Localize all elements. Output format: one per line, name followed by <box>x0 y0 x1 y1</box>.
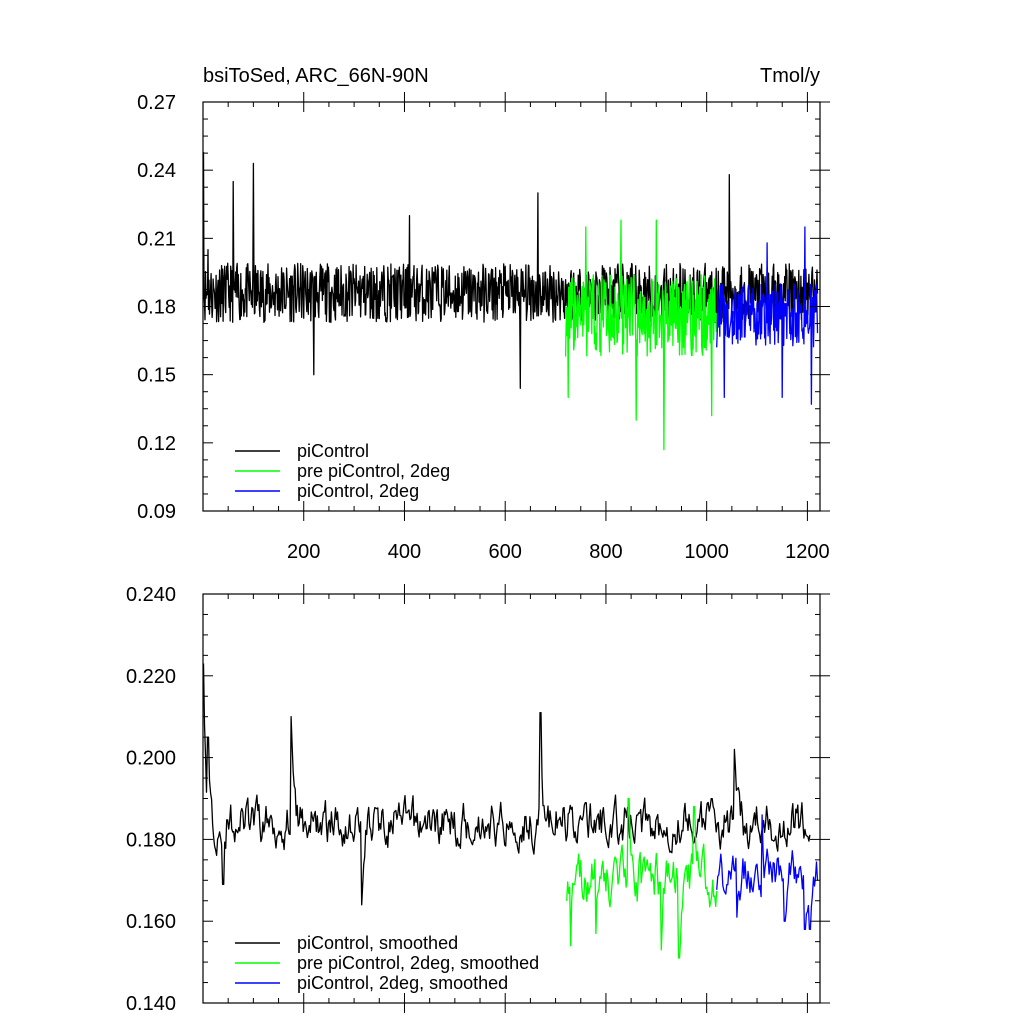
bottom-plot-frame <box>202 593 821 1004</box>
top-ticks: 200 400 600 800 1000 1200 0.09 0.12 0.15 0.18 0.21… <box>137 92 830 563</box>
bottom-y-tick-label: 0.200 <box>126 748 176 770</box>
bottom-series-line-2 <box>716 814 819 931</box>
top-series-group <box>202 151 819 451</box>
top-x-tick-label: 800 <box>589 541 622 563</box>
top-y-tick-label: 0.21 <box>137 228 176 250</box>
top-panel: bsiToSed, ARC_66N-90N Tmol/y 200 400 600 80… <box>137 65 830 563</box>
top-x-tick-label: 1200 <box>785 541 830 563</box>
top-legend-label-2: piControl, 2deg <box>297 481 419 501</box>
top-y-tick-label: 0.18 <box>137 297 176 319</box>
top-y-tick-label: 0.15 <box>137 365 176 387</box>
bottom-legend-label-2: piControl, 2deg, smoothed <box>297 973 508 993</box>
top-series-line-1 <box>564 219 718 451</box>
bottom-y-tick-label: 0.220 <box>126 666 176 688</box>
top-y-tick-label: 0.27 <box>137 92 176 114</box>
bottom-y-tick-label: 0.180 <box>126 829 176 851</box>
bottom-y-tick-label: 0.140 <box>126 993 176 1015</box>
top-series-line-2 <box>716 226 819 405</box>
top-title: bsiToSed, ARC_66N-90N <box>203 65 429 87</box>
top-x-tick-label: 400 <box>388 541 421 563</box>
bottom-panel: 0.140 0.160 0.180 0.200 0.220 0.240 piControl… <box>126 584 830 1015</box>
bottom-legend-label-1: pre piControl, 2deg, smoothed <box>297 953 539 973</box>
bottom-ticks: 0.140 0.160 0.180 0.200 0.220 0.240 <box>126 584 830 1015</box>
top-legend-label-0: piControl <box>297 441 369 461</box>
top-y-tick-label: 0.24 <box>137 160 176 182</box>
bottom-y-tick-label: 0.240 <box>126 584 176 606</box>
bottom-legend-label-0: piControl, smoothed <box>297 933 458 953</box>
bottom-series-group <box>202 663 819 959</box>
bottom-series-line-1 <box>566 797 718 959</box>
top-y-tick-label: 0.12 <box>137 433 176 455</box>
top-y-tick-label: 0.09 <box>137 501 176 523</box>
top-series-line-0 <box>202 151 819 389</box>
bottom-series-line-0 <box>202 663 811 906</box>
top-unit-label: Tmol/y <box>760 65 820 87</box>
top-x-tick-label: 200 <box>287 541 320 563</box>
top-legend-label-1: pre piControl, 2deg <box>297 461 450 481</box>
top-plot-frame <box>202 101 821 512</box>
top-x-tick-label: 1000 <box>684 541 729 563</box>
top-x-tick-label: 600 <box>489 541 522 563</box>
bottom-y-tick-label: 0.160 <box>126 911 176 933</box>
